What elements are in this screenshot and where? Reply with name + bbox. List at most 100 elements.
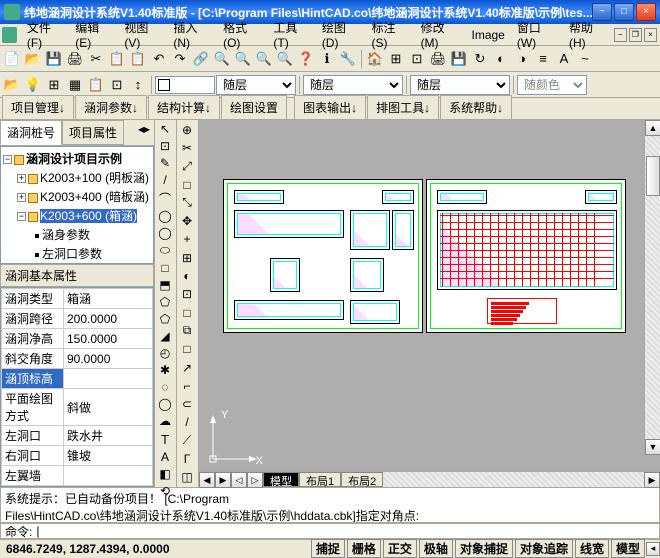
vtool-button[interactable]: ◢ [156,328,174,344]
menu-file[interactable]: 文件(F) [21,17,69,52]
viewtab-model[interactable]: 模型 [263,472,299,487]
vtool-button[interactable]: / [178,414,196,431]
toolbar-button[interactable]: 📋 [107,49,127,69]
tab-output[interactable]: 图表输出↓ [294,95,366,119]
tab-project[interactable]: 项目管理↓ [2,95,74,119]
vtool-button[interactable]: ⤡ [178,194,196,211]
mdi-min-button[interactable]: − [614,28,627,42]
vtool-button[interactable]: + [178,231,196,248]
toolbar-button[interactable]: 🔍 [212,49,232,69]
tab-params[interactable]: 涵洞参数↓ [75,95,147,119]
status-toggle[interactable]: 正交 [383,539,417,558]
vtool-button[interactable]: ⬠ [156,311,174,327]
status-toggle[interactable]: 栅格 [347,539,381,558]
vtool-button[interactable]: ◐ [178,267,196,284]
viewtab-layout2[interactable]: 布局2 [341,472,383,487]
toolbar2-button[interactable]: 📋 [86,75,106,95]
vtool-button[interactable]: ⊞ [178,249,196,266]
vtool-button[interactable]: ✱ [156,362,174,378]
prop-row[interactable]: 左翼墙 [2,466,153,486]
viewtab-layout1[interactable]: 布局1 [299,472,341,487]
scroll-last-button[interactable]: ▷ [247,472,263,488]
prop-row[interactable]: 斜交角度90.0000 [2,349,153,369]
toolbar-button[interactable]: 🖨 [65,49,85,69]
vtool-button[interactable]: ⬭ [156,242,174,259]
mdi-restore-button[interactable]: ❐ [629,28,642,42]
vtool-button[interactable]: ◯ [156,208,174,224]
vtool-button[interactable]: ◧ [156,466,174,482]
toolbar-button[interactable]: A [554,49,574,69]
vtool-button[interactable]: ↖ [156,121,174,137]
toolbar-button[interactable]: ℹ [317,49,337,69]
tab-drawset[interactable]: 绘图设置 [221,95,287,119]
vtool-button[interactable]: ⌐ [178,377,196,394]
vtool-button[interactable]: ⊂ [178,395,196,412]
toolbar-button[interactable]: 🖨 [428,49,448,69]
lp-tabs-scroll[interactable]: ◂▸ [134,120,154,145]
tree-node[interactable]: 左洞口参数 [3,244,151,263]
vtool-button[interactable]: ◯ [156,225,174,241]
toolbar-button[interactable]: 🔧 [338,49,358,69]
props-grid[interactable]: 涵洞类型箱涵涵洞跨径200.0000涵洞净高150.0000斜交角度90.000… [0,287,154,487]
vtool-button[interactable]: ◴ [156,345,174,361]
vtool-button[interactable]: ⤢ [178,158,196,175]
scroll-left-button[interactable]: ◀ [199,472,215,488]
prop-row[interactable]: 右洞口锥坡 [2,446,153,466]
layer-select-4[interactable]: 随颜色 [517,75,587,95]
tree-node[interactable]: +K2003+100 (明板涵) [3,168,151,187]
maximize-button[interactable]: □ [614,3,634,21]
prop-row[interactable]: 涵洞类型箱涵 [2,289,153,309]
toolbar2-button[interactable]: 💡 [23,75,43,95]
toolbar-button[interactable]: ~ [575,49,595,69]
menu-window[interactable]: 窗口(W) [511,17,563,52]
vtool-button[interactable]: Ｔ [156,430,174,448]
toolbar-button[interactable]: ⊡ [407,49,427,69]
menu-draw[interactable]: 绘图(D) [316,17,366,52]
vtool-button[interactable]: ⬒ [156,277,174,293]
tab-struct[interactable]: 结构计算↓ [148,95,220,119]
status-toggle[interactable]: 模型 [611,539,645,558]
tab-help[interactable]: 系统帮助↓ [440,95,512,119]
toolbar-button[interactable]: ❓ [296,49,316,69]
prop-row[interactable]: 涵洞跨径200.0000 [2,309,153,329]
status-toggle[interactable]: 对象捕捉 [455,539,513,558]
scroll-up-button[interactable]: ▲ [645,120,660,136]
toolbar-button[interactable]: 🔍 [233,49,253,69]
vtool-button[interactable]: ◯ [156,396,174,412]
toolbar-button[interactable]: ◑ [512,49,532,69]
toolbar-button[interactable]: 🔍 [275,49,295,69]
vtool-button[interactable]: ⧉ [178,322,196,339]
vtool-button[interactable]: ⌒ [156,189,174,207]
hscroll-right[interactable]: ▶ [644,472,660,488]
tree-node[interactable]: −涵洞设计项目示例 [3,149,151,168]
hscroll-track[interactable] [383,472,644,487]
tab-layout[interactable]: 排图工具↓ [367,95,439,119]
vtool-button[interactable]: ⊡ [156,138,174,154]
toolbar-button[interactable]: 📂 [23,49,43,69]
menu-tools[interactable]: 工具(T) [267,17,315,52]
toolbar2-button[interactable]: 📂 [2,75,22,95]
vtool-button[interactable]: ⬠ [156,294,174,310]
toolbar2-button[interactable]: ⊞ [44,75,64,95]
vtool-button[interactable]: ✂ [178,139,196,156]
toolbar-button[interactable]: ✂ [86,49,106,69]
menu-help[interactable]: 帮助(H) [563,17,613,52]
scroll-right-button[interactable]: ▶ [215,472,231,488]
toolbar-button[interactable]: 💾 [44,49,64,69]
toolbar-button[interactable]: ⊞ [386,49,406,69]
project-tree[interactable]: −涵洞设计项目示例+K2003+100 (明板涵)+K2003+400 (暗板涵… [0,146,154,264]
toolbar-button[interactable]: 💾 [449,49,469,69]
toolbar-button[interactable]: ◐ [491,49,511,69]
prop-row[interactable]: 涵洞净高150.0000 [2,329,153,349]
menu-format[interactable]: 格式(O) [217,17,267,52]
tree-node[interactable]: +K2003+400 (暗板涵) [3,187,151,206]
scroll-first-button[interactable]: ◁ [231,472,247,488]
menu-annotate[interactable]: 标注(S) [366,17,415,52]
vtool-button[interactable]: ☁ [156,413,174,429]
toolbar-button[interactable]: ≡ [533,49,553,69]
status-toggle[interactable]: 线宽 [575,539,609,558]
menu-image[interactable]: Image [465,26,510,44]
menu-insert[interactable]: 插入(N) [167,17,217,52]
layer-select-1[interactable]: 随层 [216,75,296,95]
color-swatch[interactable] [155,76,215,94]
